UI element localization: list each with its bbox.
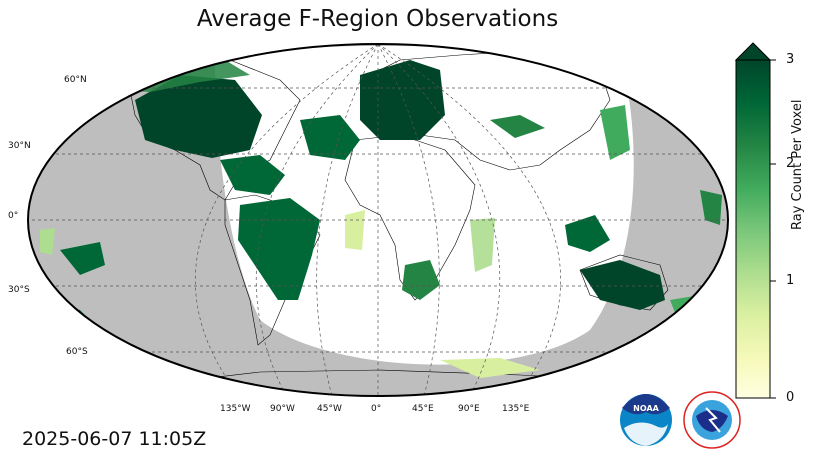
longitude-line — [195, 44, 379, 396]
colorbar-tick-3: 3 — [786, 52, 795, 67]
colorbar-tick-1: 1 — [786, 273, 795, 288]
density-patch — [220, 155, 285, 195]
colorbar-tick-2: 2 — [786, 156, 795, 171]
density-patch — [135, 75, 262, 158]
lon-label-45e: 45°E — [412, 404, 434, 414]
longitude-line — [255, 44, 379, 396]
density-patch — [360, 60, 445, 140]
density-patch — [40, 228, 55, 255]
longitude-line — [377, 44, 501, 396]
density-patch — [300, 115, 360, 160]
colorbar-gradient — [735, 59, 771, 399]
density-patch — [670, 295, 705, 325]
colorbar-extend-arrow — [734, 42, 772, 61]
colorbar-tick-0: 0 — [786, 390, 795, 405]
map-title: Average F-Region Observations — [196, 6, 559, 32]
density-patch — [490, 115, 545, 138]
density-patch — [345, 210, 365, 250]
density-patch — [470, 218, 495, 272]
density-patch — [700, 190, 722, 225]
colorbar — [734, 42, 776, 399]
density-patch — [238, 198, 320, 300]
longitude-line — [377, 44, 561, 396]
lon-label-135w: 135°W — [220, 404, 251, 414]
longitude-line — [377, 44, 440, 396]
density-patch — [565, 215, 610, 252]
lat-label-60s: 60°S — [66, 347, 88, 357]
lat-label-30n: 30°N — [8, 141, 31, 151]
svg-text:NOAA: NOAA — [633, 404, 659, 413]
density-patch — [580, 260, 665, 310]
globe-border — [27, 43, 729, 397]
density-patch — [440, 358, 540, 378]
lat-label-60n: 60°N — [64, 75, 87, 85]
lat-label-30s: 30°S — [8, 285, 30, 295]
density-patch — [402, 260, 440, 300]
timestamp: 2025-06-07 11:05Z — [22, 428, 207, 450]
lat-label-0: 0° — [8, 211, 19, 221]
lon-label-135e: 135°E — [502, 404, 530, 414]
density-patch — [150, 372, 200, 388]
noaa-logo-icon: NOAA — [620, 394, 672, 446]
lon-label-0: 0° — [371, 404, 382, 414]
nws-logo-icon — [683, 391, 741, 449]
density-patch — [60, 242, 105, 275]
longitude-line — [316, 44, 379, 396]
density-patch — [600, 105, 630, 160]
lon-label-90w: 90°W — [270, 404, 295, 414]
lon-label-90e: 90°E — [458, 404, 480, 414]
lon-label-45w: 45°W — [317, 404, 342, 414]
